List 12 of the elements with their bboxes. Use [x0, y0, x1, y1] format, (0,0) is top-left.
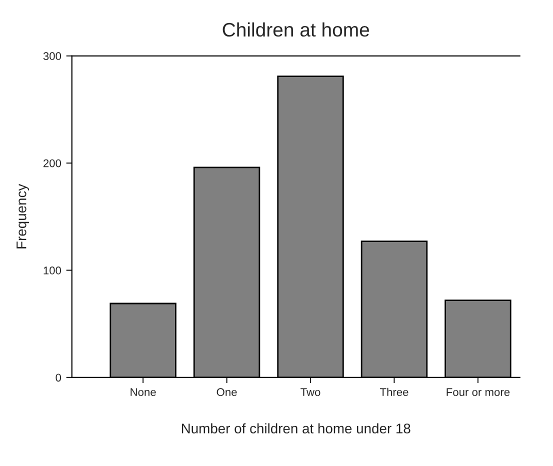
x-tick-label: None [130, 388, 156, 396]
x-tick-label: Three [380, 388, 408, 396]
y-tick-label: 200 [43, 159, 62, 168]
x-tick-label: Four or more [446, 388, 510, 396]
y-tick-label: 300 [43, 52, 62, 60]
chart-title: Children at home [222, 22, 370, 37]
x-tick-label: One [216, 388, 237, 396]
x-axis-title: Number of children at home under 18 [182, 423, 410, 434]
x-tick-label: Two [300, 388, 320, 396]
y-tick-label: 100 [44, 266, 62, 274]
y-tick-label: 0 [56, 374, 62, 382]
y-axis-title: Frequency [16, 184, 30, 248]
